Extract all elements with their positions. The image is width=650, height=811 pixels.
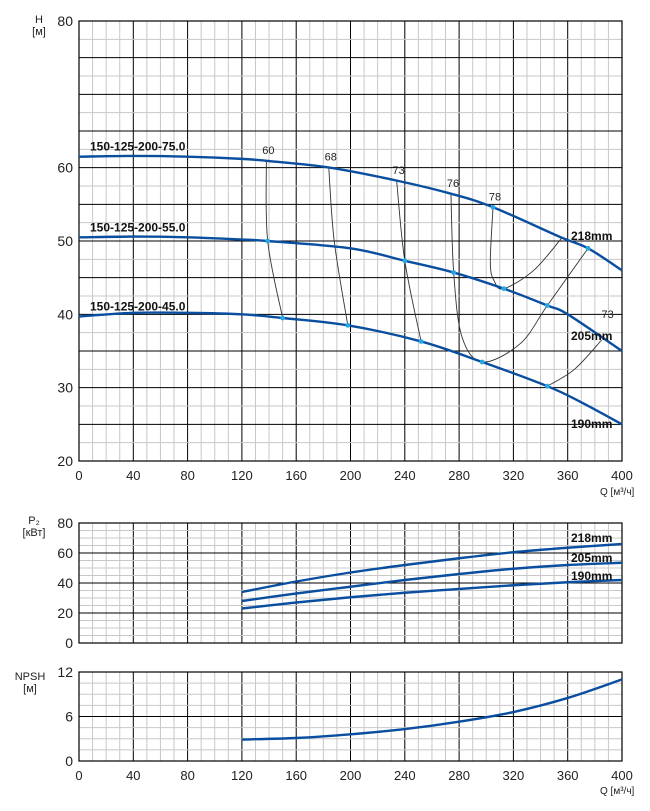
x-tick-label: 320 — [503, 768, 525, 783]
x-tick-label: 40 — [126, 768, 140, 783]
x-tick-label: 400 — [611, 468, 633, 483]
curve-model-label: 150-125-200-75.0 — [90, 140, 186, 154]
x-tick-label: 80 — [180, 468, 194, 483]
x-tick-label: 240 — [394, 468, 416, 483]
efficiency-point — [280, 315, 286, 321]
y-tick-label: 40 — [57, 306, 73, 322]
y-tick-label: 80 — [57, 515, 73, 531]
efficiency-point — [501, 286, 507, 292]
x-tick-label: 160 — [285, 468, 307, 483]
efficiency-line — [328, 167, 349, 326]
p2-unit: [кВт] — [22, 527, 46, 539]
efficiency-point — [490, 204, 496, 210]
y-tick-label: 20 — [57, 453, 73, 469]
p2-label: P₂ — [28, 515, 40, 527]
y-tick-label: 12 — [57, 664, 73, 680]
x-tick-label: 200 — [340, 768, 362, 783]
x-tick-label: 120 — [231, 768, 253, 783]
efficiency-line — [547, 339, 602, 387]
efficiency-point — [544, 383, 550, 389]
plot-frame — [78, 671, 623, 762]
efficiency-point — [585, 245, 591, 251]
y-tick-label: 0 — [65, 753, 73, 769]
p2-axis-label: P₂ [кВт] — [14, 515, 54, 539]
efficiency-point — [402, 258, 408, 264]
power-curve-label: 190mm — [571, 569, 612, 583]
x-tick-label: 320 — [503, 468, 525, 483]
plot-frame — [78, 522, 623, 644]
efficiency-point — [479, 359, 485, 365]
y-tick-label: 60 — [57, 160, 73, 176]
series-line — [241, 678, 623, 741]
y-tick-label: 20 — [57, 605, 73, 621]
impeller-diameter-label: 218mm — [571, 229, 612, 243]
y-tick-label: 30 — [57, 380, 73, 396]
power-curve-label: 205mm — [571, 551, 612, 565]
y-tick-label: 6 — [65, 709, 73, 725]
x-tick-label: 360 — [557, 468, 579, 483]
npsh-axis-label: NPSH [м] — [10, 671, 50, 695]
y-tick-label: 60 — [57, 545, 73, 561]
series-line — [241, 561, 623, 603]
npsh-unit: [м] — [23, 683, 37, 695]
x-tick-label: 240 — [394, 768, 416, 783]
x-tick-label: 160 — [285, 768, 307, 783]
efficiency-label: 73 — [602, 309, 614, 321]
series-line — [78, 235, 623, 352]
efficiency-point — [345, 322, 351, 328]
h-axis-label: H [м] — [24, 14, 54, 38]
efficiency-line — [489, 207, 563, 290]
series-line — [241, 578, 623, 610]
x-tick-label: 200 — [340, 468, 362, 483]
x-tick-label: 0 — [75, 468, 82, 483]
x-tick-label: 40 — [126, 468, 140, 483]
y-tick-label: 40 — [57, 575, 73, 591]
efficiency-label: 76 — [447, 178, 459, 190]
x-tick-label: 120 — [231, 468, 253, 483]
efficiency-point — [544, 303, 550, 308]
impeller-diameter-label: 205mm — [571, 329, 612, 343]
efficiency-point — [418, 339, 424, 344]
q-axis-label-bottom: Q [м³/ч] — [600, 786, 635, 797]
y-tick-label: 50 — [57, 233, 73, 249]
curve-model-label: 150-125-200-55.0 — [90, 220, 186, 234]
impeller-diameter-label: 190mm — [571, 417, 612, 431]
x-tick-label: 0 — [75, 768, 82, 783]
x-tick-label: 280 — [448, 768, 470, 783]
x-tick-label: 360 — [557, 768, 579, 783]
x-tick-label: 400 — [611, 768, 633, 783]
efficiency-label: 73 — [393, 165, 405, 177]
efficiency-point — [451, 270, 457, 275]
plot-frame — [78, 20, 623, 462]
power-curve-label: 218mm — [571, 531, 612, 545]
efficiency-label: 60 — [262, 145, 274, 157]
efficiency-label: 68 — [325, 152, 337, 164]
curve-model-label: 150-125-200-45.0 — [90, 300, 186, 314]
efficiency-point — [265, 238, 271, 244]
h-unit: [м] — [32, 26, 46, 38]
efficiency-label: 78 — [489, 191, 501, 203]
q-axis-label-top: Q [м³/ч] — [600, 487, 635, 498]
h-label: H — [35, 14, 43, 26]
y-tick-label: 80 — [57, 13, 73, 29]
series-line — [241, 542, 623, 594]
x-tick-label: 280 — [448, 468, 470, 483]
x-tick-label: 80 — [180, 768, 194, 783]
npsh-label: NPSH — [14, 671, 46, 683]
series-line — [78, 154, 623, 272]
y-tick-label: 0 — [65, 635, 73, 651]
